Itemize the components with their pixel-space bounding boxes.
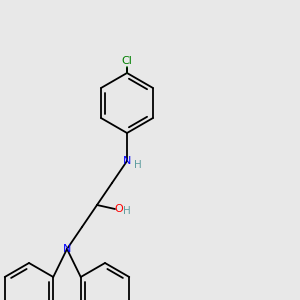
Text: H: H [123, 206, 131, 216]
Text: N: N [123, 156, 131, 166]
Text: Cl: Cl [122, 56, 132, 66]
Text: O: O [115, 204, 123, 214]
Text: H: H [134, 160, 142, 170]
Text: N: N [63, 244, 71, 254]
